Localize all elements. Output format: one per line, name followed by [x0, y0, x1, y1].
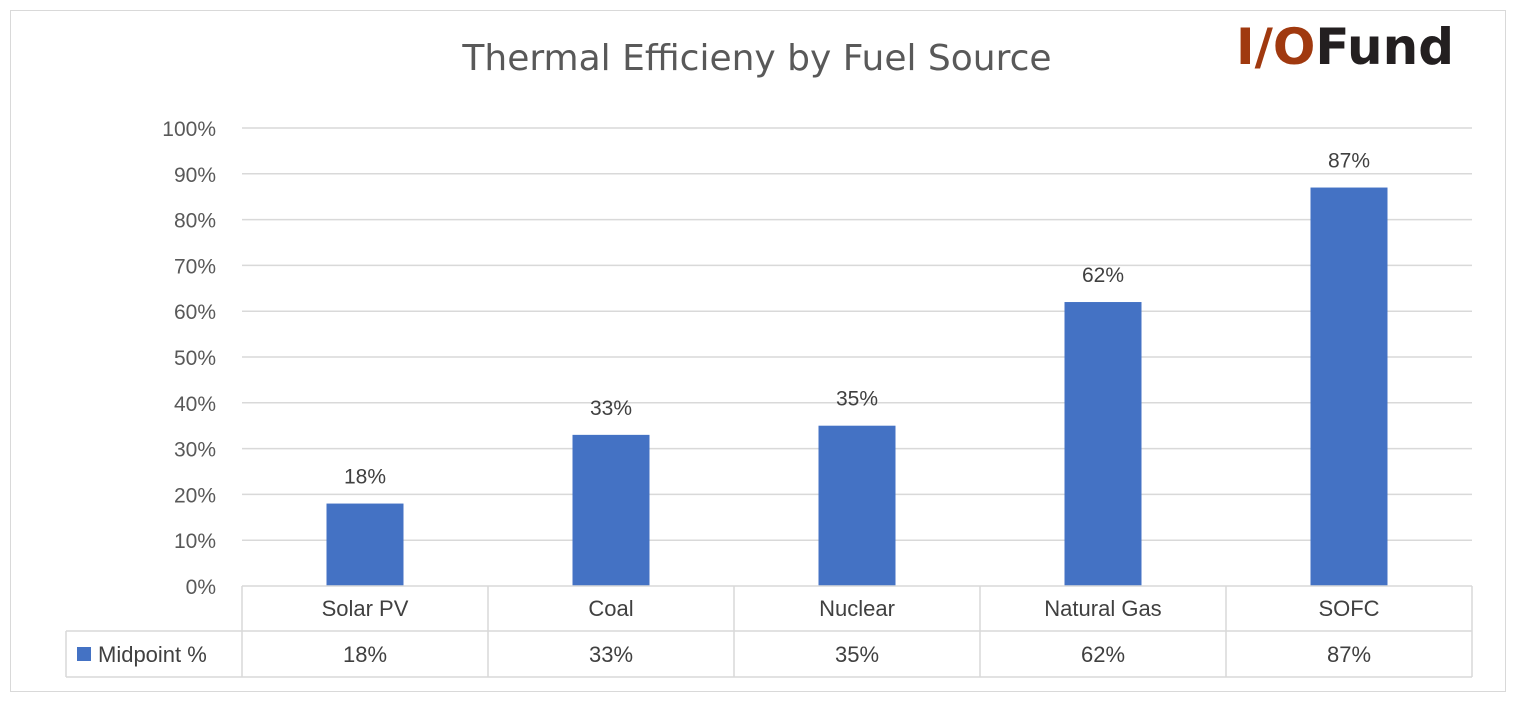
y-tick-label: 100%: [162, 118, 216, 141]
y-tick-label: 40%: [174, 393, 216, 416]
y-tick-label: 0%: [186, 576, 216, 599]
logo-text: I/OFund: [1236, 18, 1454, 74]
legend-series-name: Midpoint %: [98, 642, 207, 667]
y-tick-label: 20%: [174, 484, 216, 507]
data-label: 35%: [836, 388, 878, 411]
data-label: 33%: [590, 397, 632, 420]
table-cell-value: 33%: [589, 642, 633, 667]
bar: [572, 434, 650, 586]
y-tick-label: 10%: [174, 530, 216, 553]
table-cell-value: 62%: [1081, 642, 1125, 667]
data-label: 87%: [1328, 150, 1370, 173]
io-fund-logo: I/OFund: [1236, 18, 1454, 74]
bar: [1064, 302, 1142, 586]
data-table: Solar PV 18% Coal 33% Nuclear 35% Natural Gas 6…: [65, 585, 1473, 678]
table-cell-value: 35%: [835, 642, 879, 667]
y-tick-label: 30%: [174, 439, 216, 462]
table-cell-value: 87%: [1327, 642, 1371, 667]
bar: [1310, 187, 1388, 587]
category-label: Solar PV: [322, 596, 409, 621]
y-tick-label: 80%: [174, 210, 216, 233]
data-label: 18%: [344, 466, 386, 489]
chart-frame: [10, 10, 1506, 692]
category-label: SOFC: [1318, 596, 1379, 621]
y-axis-ticks: 0% 10% 20% 30% 40% 50% 60% 70% 80% 90% 100%: [162, 118, 216, 599]
data-label: 62%: [1082, 264, 1124, 287]
logo-io: I/O: [1236, 18, 1315, 74]
category-label: Nuclear: [819, 596, 895, 621]
y-tick-label: 70%: [174, 255, 216, 278]
y-tick-label: 90%: [174, 164, 216, 187]
y-tick-label: 60%: [174, 301, 216, 324]
chart-title: Thermal Efficieny by Fuel Source: [462, 38, 1052, 79]
category-label: Natural Gas: [1044, 596, 1161, 621]
logo-fund: Fund: [1315, 18, 1454, 74]
bar: [818, 425, 896, 586]
legend-swatch: [77, 647, 91, 661]
bar: [326, 503, 404, 586]
y-tick-label: 50%: [174, 347, 216, 370]
category-label: Coal: [588, 596, 633, 621]
table-cell-value: 18%: [343, 642, 387, 667]
data-labels: 18% 33% 35% 62% 87%: [344, 150, 1370, 489]
bars: [326, 187, 1388, 587]
